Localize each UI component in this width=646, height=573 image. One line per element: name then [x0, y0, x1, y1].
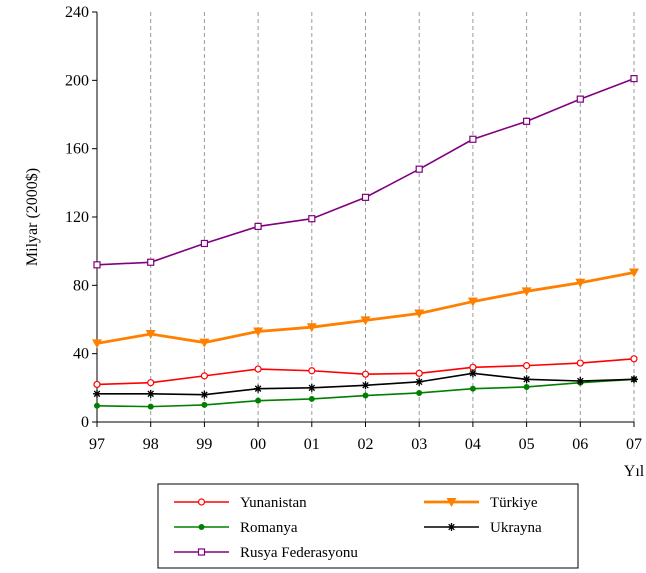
y-tick-label: 0 — [81, 414, 89, 431]
data-point — [307, 383, 316, 392]
legend-label: Ukrayna — [490, 520, 542, 536]
data-point — [199, 338, 210, 348]
x-tick-label: 01 — [304, 436, 320, 453]
x-tick-label: 03 — [411, 436, 427, 453]
data-point — [575, 278, 586, 288]
series-yunanistan — [93, 355, 638, 389]
data-point — [447, 523, 456, 531]
data-point — [254, 384, 263, 393]
data-point — [254, 365, 262, 373]
data-point — [147, 258, 155, 266]
data-point — [145, 330, 156, 340]
x-tick-label: 06 — [572, 436, 588, 453]
data-point — [255, 397, 262, 404]
data-point — [362, 392, 369, 399]
y-ticks: 0 40 80 120 160 200 240 — [65, 4, 97, 431]
data-point — [147, 403, 154, 410]
data-point — [415, 165, 423, 173]
y-tick-label: 200 — [65, 72, 89, 89]
legend-item-ukrayna: Ukrayna — [424, 520, 542, 536]
series-layer — [92, 75, 639, 410]
data-point — [415, 369, 423, 377]
data-point — [361, 193, 370, 201]
x-tick-label: 99 — [196, 436, 212, 453]
data-point — [361, 381, 370, 390]
y-tick-label: 160 — [65, 141, 89, 158]
y-tick-label: 40 — [73, 346, 89, 363]
data-point — [414, 309, 425, 319]
data-point — [361, 370, 370, 378]
data-point — [253, 327, 264, 337]
data-point — [467, 297, 478, 307]
x-tick-label: 98 — [143, 436, 159, 453]
data-point — [308, 395, 315, 402]
data-point — [201, 401, 208, 408]
legend-label: Rusya Federasyonu — [240, 545, 358, 561]
legend-box — [157, 483, 579, 569]
legend: Yunanistan Türkiye Romanya Ukrayna Rusya Fed… — [157, 483, 579, 569]
x-tick-label: 07 — [626, 436, 642, 453]
series-t-rkiye — [92, 268, 639, 349]
data-point — [522, 117, 531, 125]
data-point — [630, 375, 638, 384]
legend-label: Türkiye — [490, 495, 538, 511]
data-point — [200, 239, 208, 248]
data-point — [93, 261, 101, 269]
data-point — [576, 359, 584, 367]
legend-item-rusya-federasyonu: Rusya Federasyonu — [174, 545, 358, 561]
data-point — [147, 379, 155, 387]
data-point — [308, 367, 316, 375]
data-point — [630, 75, 638, 83]
legend-label: Yunanistan — [240, 495, 307, 511]
data-point — [576, 377, 585, 385]
data-point — [93, 389, 101, 398]
data-point — [146, 389, 155, 398]
x-tick-label: 04 — [465, 436, 481, 453]
data-point — [197, 548, 206, 556]
x-tick-label: 97 — [89, 436, 105, 453]
data-point — [200, 390, 209, 399]
x-axis-title: Yıl — [624, 463, 645, 480]
y-tick-label: 80 — [73, 277, 89, 294]
data-point — [94, 402, 100, 409]
x-ticks: 97 98 99 00 01 02 03 04 05 06 07 — [89, 422, 642, 453]
data-point — [522, 375, 531, 384]
data-point — [522, 362, 531, 370]
legend-item-yunanistan: Yunanistan — [174, 495, 307, 511]
data-point — [92, 339, 102, 349]
data-point — [200, 372, 208, 380]
data-point — [93, 380, 101, 389]
data-point — [523, 383, 530, 390]
data-point — [306, 323, 317, 333]
data-point — [308, 215, 316, 223]
data-point — [469, 135, 477, 143]
x-tick-label: 05 — [519, 436, 535, 453]
data-point — [254, 222, 262, 230]
data-point — [469, 385, 476, 392]
data-point — [630, 355, 638, 363]
series-rusya-federasyonu — [93, 75, 638, 269]
data-point — [360, 316, 371, 326]
data-point — [415, 377, 424, 386]
grid-lines — [150, 12, 635, 422]
data-point — [629, 268, 639, 278]
data-point — [198, 524, 205, 530]
series-ukrayna — [93, 369, 638, 399]
data-point — [521, 287, 532, 297]
legend-item-t-rkiye: Türkiye — [424, 495, 538, 511]
y-tick-label: 240 — [65, 4, 89, 21]
data-point — [446, 498, 457, 507]
data-point — [197, 498, 206, 506]
x-tick-label: 00 — [250, 436, 266, 453]
data-point — [576, 95, 584, 103]
legend-label: Romanya — [240, 520, 298, 536]
data-point — [416, 389, 423, 396]
y-axis-title: Milyar (2000$) — [24, 168, 41, 266]
legend-item-romanya: Romanya — [174, 520, 298, 536]
data-point — [468, 369, 477, 378]
y-tick-label: 120 — [65, 209, 89, 226]
x-tick-label: 02 — [358, 436, 374, 453]
